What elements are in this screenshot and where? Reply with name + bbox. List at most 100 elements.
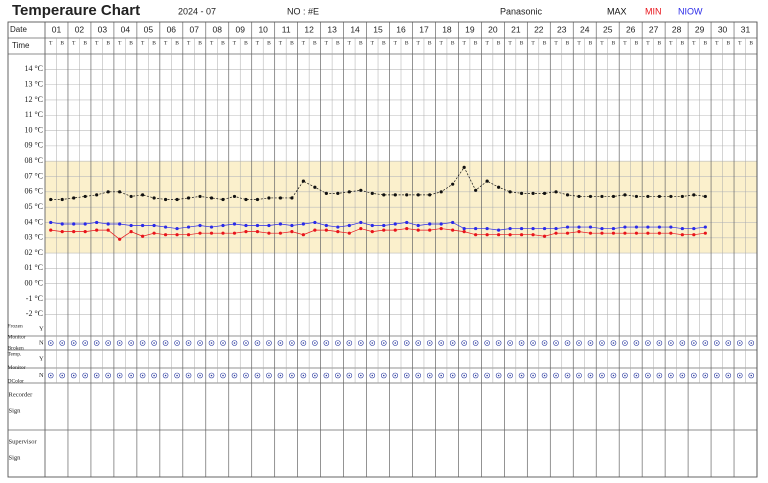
option-dot [658,374,661,377]
data-point [347,190,351,194]
data-point [232,231,237,235]
option-dot [95,374,98,377]
option-circle [587,372,594,379]
data-point [129,230,133,234]
option-dot [49,342,52,344]
data-point [232,194,237,199]
option-dot [72,374,75,377]
data-point [209,231,214,235]
option-circle [128,340,134,346]
option-circle [220,340,226,346]
date-label: Date [10,25,27,34]
data-point [542,234,547,238]
data-point [370,223,374,228]
option-circle [128,372,134,379]
data-point [83,194,87,199]
data-point [324,191,328,195]
x-tick-label: 31 [741,24,751,34]
x-tick-label: 17 [419,24,429,34]
time-slot: B [129,40,133,46]
option-circle [449,372,456,379]
data-point [186,233,191,237]
option-circle [323,340,330,346]
data-point [600,231,604,235]
y-tick-label: 02 °C [24,248,43,257]
option-dot [314,374,316,377]
option-dot [474,374,477,377]
data-point [129,194,133,199]
y-tick-label: 00 °C [24,279,43,288]
option-circle [415,372,422,379]
option-circle [82,340,88,346]
data-point [531,191,535,195]
option-dot [360,342,362,344]
option-circle [335,372,341,379]
data-point [451,182,455,186]
time-slot: B [497,40,501,46]
option-circle [208,340,215,346]
option-dot [681,374,684,377]
option-circle [139,372,146,379]
option-circle [495,372,502,379]
option-dot [589,374,592,377]
data-point [336,230,340,234]
data-point [588,225,593,229]
data-point [336,225,340,229]
option-circle [70,372,77,379]
time-slot: B [703,40,707,46]
time-slot: T [715,40,719,46]
option-dot [233,374,236,377]
data-point [72,230,76,234]
option-circle [702,340,709,346]
time-slot: B [60,40,64,46]
option-circle [47,372,54,379]
time-slot: T [49,40,53,46]
x-tick-label: 05 [144,24,154,34]
x-tick-label: 12 [304,24,314,34]
data-point [221,197,225,202]
option-circle [622,372,628,379]
option-dot [187,374,190,377]
data-point [611,231,616,235]
number: NO : #E [287,6,319,16]
data-point [255,223,260,228]
option-dot [302,374,305,377]
option-dot [509,374,511,377]
data-point [382,228,386,232]
option-dot [268,374,270,377]
monitor-option: Y [39,355,44,362]
option-circle [656,372,663,379]
data-point [393,193,397,197]
option-circle [403,372,410,379]
data-point [669,194,673,199]
data-point [290,223,294,228]
option-dot [624,342,626,344]
data-point [416,223,420,228]
data-point [370,191,374,195]
data-point [462,226,466,231]
data-point [347,231,351,235]
option-circle [59,340,66,346]
option-dot [279,342,282,344]
option-circle [162,372,169,379]
option-dot [130,342,132,344]
x-tick-label: 13 [327,24,337,34]
option-dot [95,342,98,344]
data-point [152,196,156,200]
data-point [244,197,248,202]
data-point [439,222,443,226]
data-point [554,190,558,194]
y-tick-label: 13 °C [24,79,43,88]
option-circle [495,340,502,346]
time-slot: T [95,40,99,46]
time-slot: B [359,40,363,46]
option-circle [691,340,697,346]
option-circle [564,372,571,379]
data-point [175,226,179,231]
option-circle [518,372,525,379]
data-point [106,228,110,232]
option-dot [72,342,75,344]
x-tick-label: 11 [282,24,291,34]
data-point [611,226,616,231]
data-point [198,194,202,199]
